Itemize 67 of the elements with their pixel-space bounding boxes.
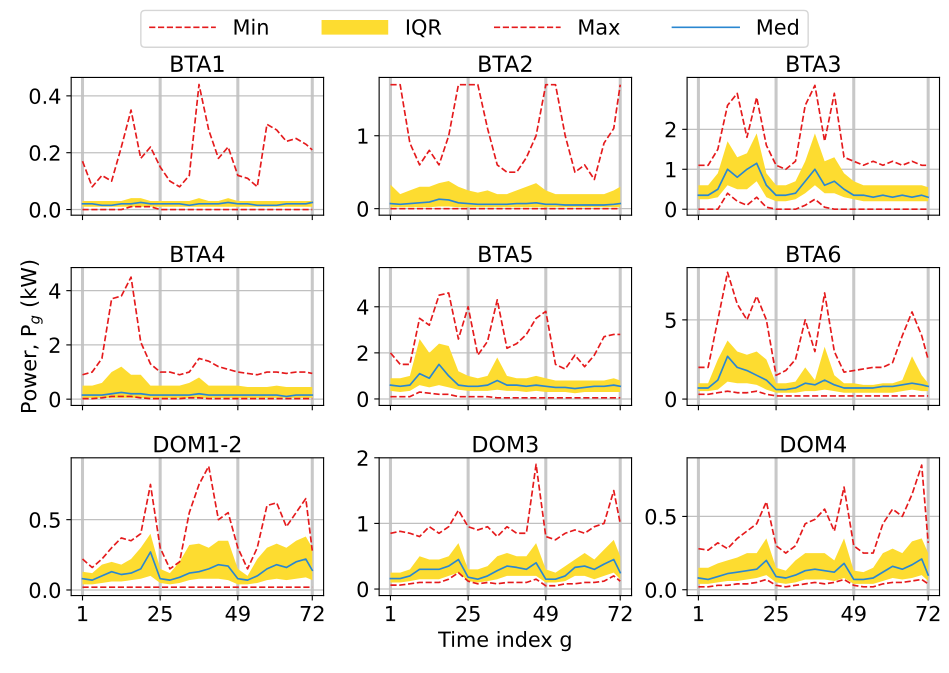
y-tick-label: 0 <box>358 581 368 598</box>
line-series <box>698 355 930 390</box>
x-tick-label: 49 <box>226 606 250 622</box>
chart-title: DOM4 <box>782 436 846 453</box>
y-tick-label: 4 <box>49 283 60 299</box>
chart-title: BTA3 <box>787 55 840 72</box>
x-axis-title: Time index g <box>438 631 571 652</box>
x-tick-label: 25 <box>456 606 480 622</box>
y-tick-label: 0 <box>665 202 676 218</box>
y-tick-label: 0 <box>50 392 60 408</box>
y-tick-label: 4 <box>357 299 368 315</box>
x-tick-label: 1 <box>386 606 396 622</box>
y-tick-label: 0 <box>665 392 676 408</box>
line-series <box>82 84 314 188</box>
x-tick-label: 1 <box>78 606 88 622</box>
x-tick-label: 25 <box>764 606 788 622</box>
x-tick-label: 49 <box>534 606 558 622</box>
y-tick-label: 0.0 <box>30 202 60 218</box>
line-series <box>698 192 930 210</box>
x-tick-label: 72 <box>300 606 324 622</box>
y-tick-label: 0.5 <box>646 508 676 525</box>
line-series <box>390 292 622 370</box>
line-series <box>390 464 622 541</box>
y-tick-label: 5 <box>666 312 676 328</box>
line-series <box>390 572 622 587</box>
y-tick-label: 0.2 <box>30 145 60 161</box>
chart-title: BTA1 <box>171 56 224 72</box>
x-tick-label: 72 <box>916 606 940 622</box>
chart-title: BTA5 <box>479 246 532 262</box>
y-tick-label: 2 <box>358 450 368 466</box>
chart-title: DOM1-2 <box>154 436 240 453</box>
y-tick-label: 0 <box>358 391 368 408</box>
legend-label: Min <box>234 18 268 35</box>
line-series <box>390 558 622 580</box>
x-tick-label: 25 <box>148 606 172 622</box>
line-series <box>698 578 930 588</box>
y-tick-label: 0.0 <box>30 582 60 598</box>
line-series <box>390 84 622 180</box>
legend-label: IQR <box>406 19 442 38</box>
chart-title: BTA6 <box>787 246 840 262</box>
y-tick-label: 1 <box>666 162 676 178</box>
line-series <box>390 364 622 390</box>
y-tick-label: 0.0 <box>646 582 676 598</box>
line-series <box>82 551 314 581</box>
chart-title: DOM3 <box>474 436 538 453</box>
line-series <box>82 465 314 570</box>
x-tick-label: 49 <box>842 606 866 622</box>
legend-label: Max <box>579 19 620 35</box>
legend-label: Med <box>758 18 798 35</box>
line-series <box>698 464 930 554</box>
x-tick-label: 72 <box>608 606 632 622</box>
y-tick-label: 0.5 <box>30 512 60 528</box>
line-series <box>82 276 314 376</box>
y-tick-label: 2 <box>50 337 60 353</box>
line-series <box>698 558 930 580</box>
y-tick-label: 0 <box>358 201 368 217</box>
chart-title: BTA2 <box>479 55 532 72</box>
y-tick-label: 1 <box>358 516 368 532</box>
y-tick-label: 0.4 <box>30 88 60 104</box>
y-axis-title: Power, P$_{g}$ (kW) <box>20 260 43 412</box>
line-series <box>698 272 930 376</box>
chart-title: BTA4 <box>171 246 224 262</box>
x-tick-label: 1 <box>694 606 704 622</box>
y-tick-label: 2 <box>666 122 676 138</box>
y-tick-label: 2 <box>358 345 368 361</box>
y-tick-label: 1 <box>358 128 368 144</box>
line-series <box>698 162 930 198</box>
